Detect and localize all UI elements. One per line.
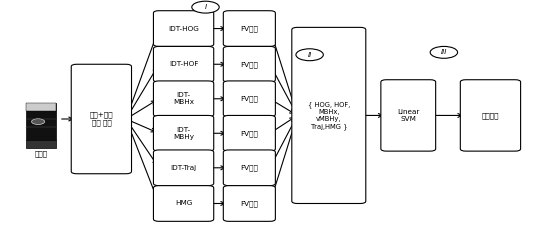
FancyBboxPatch shape [224, 186, 275, 221]
FancyBboxPatch shape [224, 81, 275, 117]
FancyBboxPatch shape [153, 150, 214, 186]
Text: IDT-HOG: IDT-HOG [168, 25, 199, 32]
Text: I: I [204, 4, 207, 10]
Text: HMG: HMG [175, 200, 192, 207]
FancyBboxPatch shape [153, 46, 214, 82]
Polygon shape [26, 140, 56, 148]
Text: II: II [307, 52, 312, 58]
Text: FV编码: FV编码 [241, 200, 258, 207]
Text: IDT-
MBHx: IDT- MBHx [173, 92, 194, 105]
FancyBboxPatch shape [153, 11, 214, 46]
FancyBboxPatch shape [71, 64, 132, 174]
Circle shape [192, 1, 219, 13]
FancyBboxPatch shape [292, 27, 366, 203]
FancyBboxPatch shape [381, 80, 436, 151]
Text: FV编码: FV编码 [241, 164, 258, 171]
FancyBboxPatch shape [153, 186, 214, 221]
FancyBboxPatch shape [224, 46, 275, 82]
Polygon shape [26, 103, 56, 111]
Text: FV编码: FV编码 [241, 95, 258, 102]
FancyBboxPatch shape [153, 81, 214, 117]
Text: 运动+光流
边界 计算: 运动+光流 边界 计算 [89, 112, 113, 126]
Text: { HOG, HOF,
MBHx,
vMBHy,
Traj,HMG }: { HOG, HOF, MBHx, vMBHy, Traj,HMG } [307, 101, 350, 130]
Text: Linear
SVM: Linear SVM [397, 109, 419, 122]
FancyBboxPatch shape [224, 11, 275, 46]
Text: IDT-HOF: IDT-HOF [169, 61, 198, 67]
Text: 视频流: 视频流 [35, 150, 48, 157]
Text: III: III [441, 49, 447, 55]
Circle shape [31, 119, 45, 124]
Polygon shape [26, 103, 56, 140]
Circle shape [430, 46, 458, 58]
Text: IDT-
MBHy: IDT- MBHy [173, 127, 194, 140]
FancyBboxPatch shape [460, 80, 521, 151]
FancyBboxPatch shape [153, 115, 214, 151]
Text: FV编码: FV编码 [241, 61, 258, 68]
Text: FV编码: FV编码 [241, 130, 258, 137]
Text: 动作识别: 动作识别 [482, 112, 499, 119]
FancyBboxPatch shape [224, 150, 275, 186]
Text: FV编码: FV编码 [241, 25, 258, 32]
FancyBboxPatch shape [224, 115, 275, 151]
Circle shape [296, 49, 323, 61]
Text: IDT-Traj: IDT-Traj [170, 165, 197, 171]
